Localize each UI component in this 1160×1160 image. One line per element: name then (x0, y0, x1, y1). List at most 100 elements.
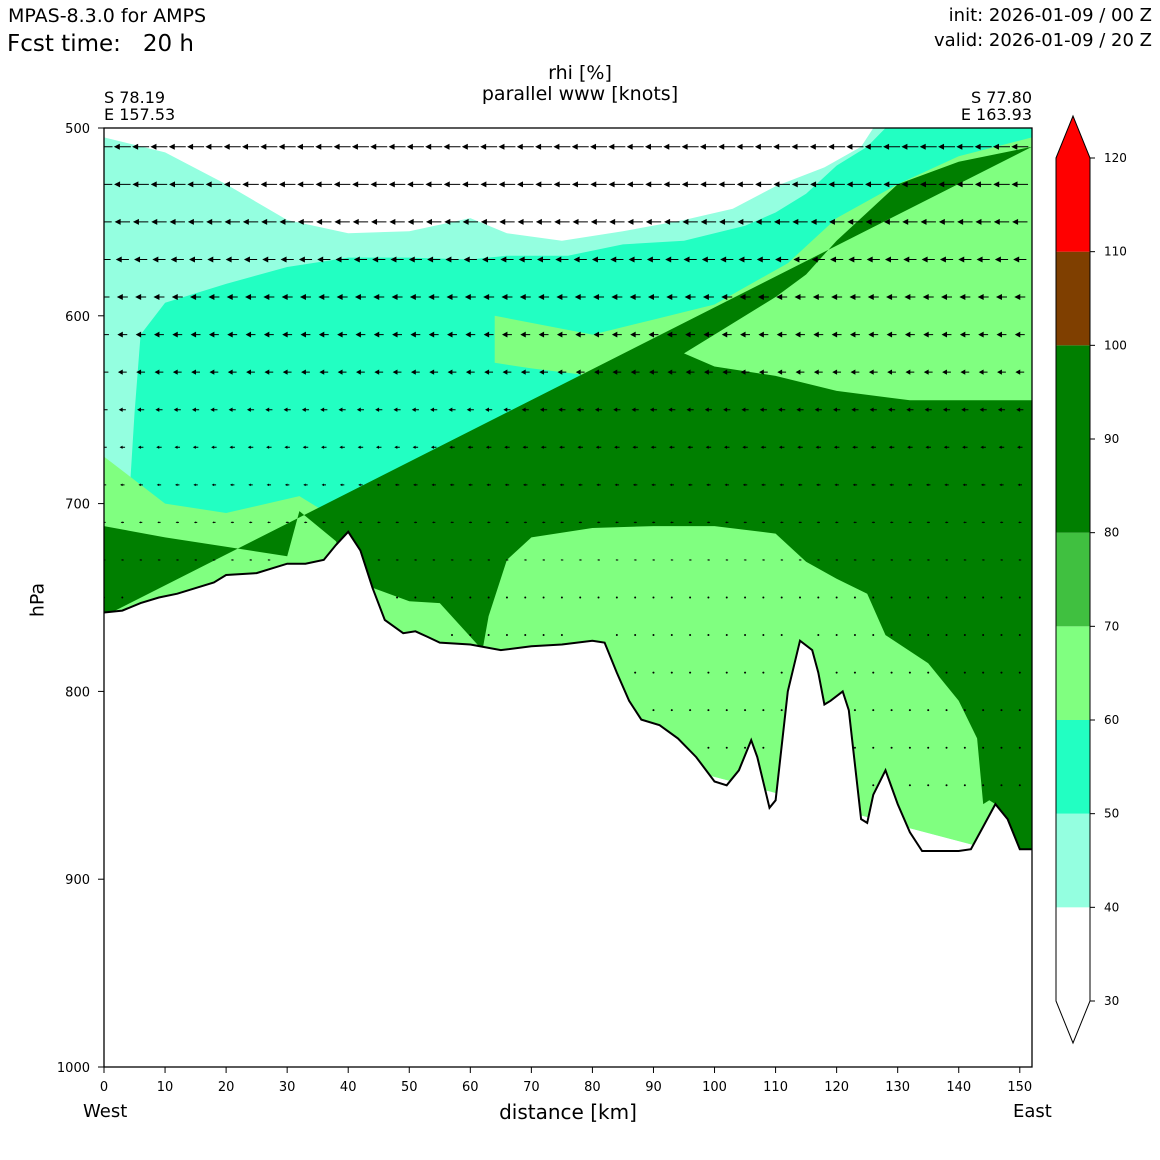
wind-vector (428, 331, 439, 338)
wind-vector (517, 218, 533, 225)
wind-vector (558, 407, 566, 412)
wind-vector (832, 369, 842, 375)
wind-vector (302, 445, 309, 449)
wind-vector (908, 634, 911, 637)
wind-vector (431, 483, 436, 487)
wind-vector (1018, 559, 1022, 561)
wind-vector (136, 369, 146, 375)
wind-vector (462, 181, 479, 188)
wind-vector (669, 445, 675, 449)
wind-vector (762, 596, 765, 599)
wind-vector (263, 331, 274, 338)
wind-vector (449, 483, 455, 487)
wind-vector (301, 407, 310, 412)
wind-vector (411, 407, 419, 412)
wind-vector (962, 483, 968, 487)
wind-vector (224, 218, 240, 225)
wind-vector (888, 445, 895, 449)
wind-vector (883, 181, 900, 188)
wind-vector (627, 218, 643, 225)
wind-vector (795, 369, 805, 375)
east-label: East (1013, 1101, 1052, 1122)
wind-vector (115, 256, 129, 263)
x-tick-label: 130 (885, 1080, 910, 1095)
wind-vector (172, 369, 182, 375)
wind-vector (175, 559, 179, 561)
wind-vector (560, 596, 563, 599)
x-tick-label: 150 (1007, 1080, 1032, 1095)
wind-vector (303, 483, 308, 487)
colorbar-band (1056, 907, 1090, 1001)
wind-vector (647, 294, 659, 301)
wind-vector (889, 483, 894, 487)
colorbar-tick-label: 30 (1104, 994, 1119, 1008)
wind-vector (793, 256, 807, 263)
colorbar-tick-label: 70 (1104, 619, 1119, 633)
wind-vector (223, 143, 241, 150)
wind-vector (670, 671, 673, 674)
wind-vector (700, 218, 717, 225)
wind-vector (428, 294, 440, 301)
wind-vector (689, 634, 692, 637)
wind-vector (394, 483, 400, 487)
wind-vector (171, 294, 183, 301)
wind-vector (872, 671, 875, 674)
wind-vector (611, 331, 622, 338)
wind-vector (157, 559, 161, 561)
plot-frame (103, 127, 1033, 1068)
wind-vector (432, 596, 435, 599)
wind-vector (978, 331, 989, 338)
left-endpoint-lon: E 157.53 (104, 105, 176, 124)
wind-vector (559, 483, 565, 487)
wind-vector (608, 143, 626, 150)
wind-vector (652, 671, 655, 674)
wind-vector (120, 483, 125, 487)
wind-vector (352, 181, 369, 188)
terrain-mask (104, 530, 1032, 1067)
colorbar-band (1056, 626, 1090, 720)
wind-vector (407, 181, 424, 188)
wind-vector (901, 143, 919, 150)
wind-vector (504, 445, 510, 449)
wind-vector (358, 483, 363, 487)
wind-vector (247, 445, 254, 449)
wind-vector (977, 294, 989, 301)
wind-vector (945, 709, 948, 712)
wind-vector (828, 143, 846, 150)
wind-vector (193, 521, 198, 524)
wind-vector (541, 521, 546, 524)
wind-vector (230, 559, 234, 561)
wind-vector (410, 331, 421, 338)
wind-vector (372, 256, 386, 263)
wind-vector (539, 369, 548, 375)
wind-vector (1000, 634, 1003, 637)
wind-vector (540, 407, 548, 412)
wind-vector (744, 671, 747, 674)
wind-vector (927, 784, 930, 787)
wind-vector (412, 445, 419, 449)
wind-vector (322, 521, 326, 524)
wind-vector (780, 671, 783, 674)
wind-vector (834, 483, 839, 487)
wind-vector (340, 521, 344, 524)
wind-vector (169, 218, 185, 225)
wind-vector (761, 483, 766, 487)
wind-vector (211, 445, 217, 449)
wind-vector (571, 181, 589, 188)
wind-vector (316, 218, 332, 225)
wind-vector (738, 256, 752, 263)
wind-vector (762, 671, 765, 674)
x-tick-label: 140 (946, 1080, 971, 1095)
colorbar-tick-label: 50 (1104, 807, 1119, 821)
wind-vector (576, 407, 584, 412)
wind-vector (138, 483, 143, 487)
wind-vector (1000, 596, 1003, 599)
wind-vector (758, 369, 768, 375)
wind-vector (700, 181, 717, 188)
wind-vector (318, 294, 330, 301)
wind-vector (227, 369, 237, 375)
wind-vector (205, 143, 223, 150)
wind-vector (999, 521, 1004, 524)
wind-vector (670, 634, 673, 637)
